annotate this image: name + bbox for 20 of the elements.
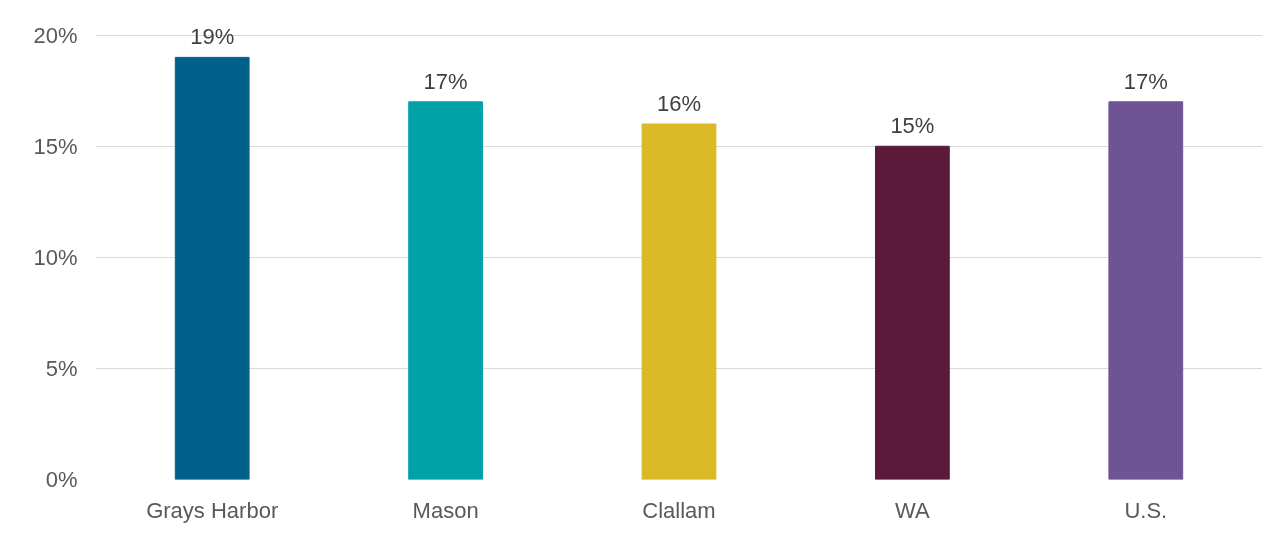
data-label: 19% — [190, 24, 235, 50]
x-tick-label: Grays Harbor — [146, 497, 279, 523]
bar — [641, 123, 717, 480]
y-tick-label: 20% — [33, 22, 78, 48]
y-tick-label: 15% — [33, 133, 78, 159]
y-tick-label: 10% — [33, 244, 78, 270]
x-tick-label: U.S. — [1124, 497, 1168, 523]
x-tick-label: WA — [895, 497, 931, 523]
y-tick-label: 0% — [45, 467, 78, 492]
data-label: 16% — [656, 91, 702, 117]
data-label: 15% — [890, 113, 935, 139]
bar — [174, 56, 250, 480]
data-label: 17% — [423, 68, 468, 94]
y-tick-label: 5% — [45, 355, 78, 381]
bar — [408, 101, 483, 480]
bar — [875, 145, 950, 480]
x-tick-label: Clallam — [642, 497, 716, 523]
x-tick-label: Mason — [412, 497, 479, 523]
data-label: 17% — [1123, 68, 1168, 94]
bar — [1108, 101, 1184, 480]
